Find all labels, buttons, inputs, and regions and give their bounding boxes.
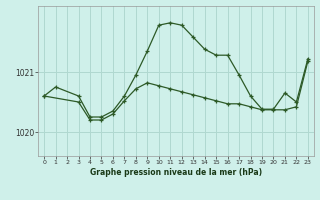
X-axis label: Graphe pression niveau de la mer (hPa): Graphe pression niveau de la mer (hPa) — [90, 168, 262, 177]
